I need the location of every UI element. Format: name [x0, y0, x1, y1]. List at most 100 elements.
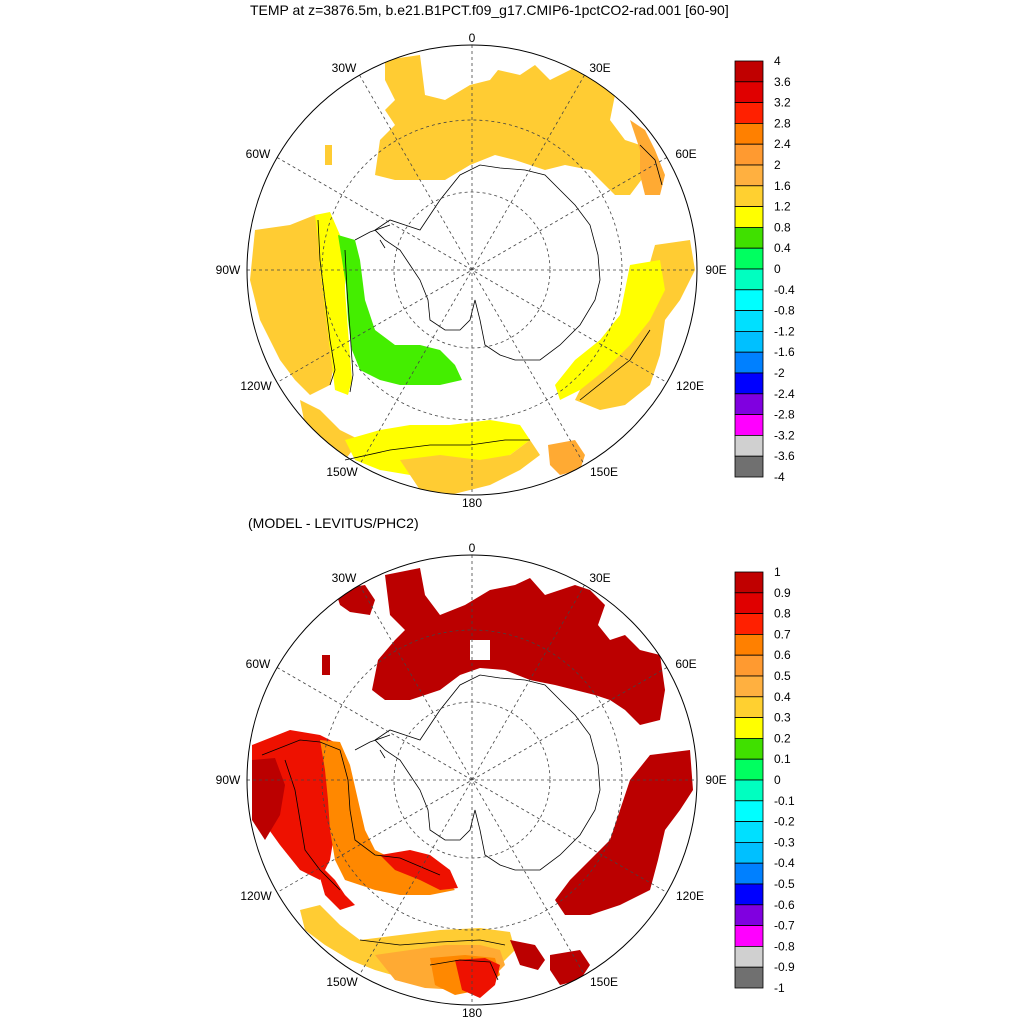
p2-colorbar-label: -0.7	[774, 919, 795, 933]
p1-contour	[344, 439, 530, 461]
p2-contour	[261, 739, 441, 876]
p1-colorbar-swatch	[734, 60, 764, 83]
p1-colorbar-label: 2.8	[774, 116, 791, 130]
p1-colorbar-label: 2	[774, 158, 781, 172]
p1-colorbar-label: -3.6	[774, 449, 795, 463]
p2-contour	[359, 939, 506, 946]
p1-antarctica-coast	[374, 164, 601, 361]
p1-colorbar-swatch	[734, 81, 764, 104]
p2-colorbar-label: -0.4	[774, 856, 795, 870]
p2-antarctica-coast	[374, 674, 601, 871]
p2-colorbar-label: 0.8	[774, 607, 791, 621]
p2-colorbar-label: 0.7	[774, 627, 791, 641]
p2-colorbar-label: -0.8	[774, 939, 795, 953]
p2-region-south-east	[510, 940, 545, 970]
p1-region-west-green	[338, 235, 462, 385]
p1-colorbar-swatch	[734, 247, 764, 270]
p2-colorbar-swatch	[734, 654, 764, 677]
p2-colorbar-swatch	[734, 800, 764, 822]
p1-map-boundary	[246, 44, 698, 496]
p1-region-atlantic-east	[630, 120, 665, 195]
p2-colorbar-label: 0.2	[774, 731, 791, 745]
p2-lon-label: 90W	[216, 773, 241, 787]
p2-colorbar-swatch	[734, 758, 764, 781]
p2-region-west-dark	[252, 758, 285, 840]
p2-colorbar-label: -0.1	[774, 794, 795, 808]
p2-colorbar-swatch	[734, 862, 764, 885]
p1-colorbar-swatch	[734, 143, 764, 166]
p2-colorbar-swatch	[734, 779, 764, 802]
p1-colorbar-swatch	[734, 226, 764, 249]
p2-colorbar-label: 0.5	[774, 669, 791, 683]
p2-lon-label: 0	[469, 541, 476, 555]
p2-colorbar-swatch	[734, 571, 764, 594]
p1-colorbar-swatch	[734, 372, 764, 395]
p1-region-east-yellow	[555, 260, 665, 400]
p2-region-west-orange	[320, 740, 455, 895]
p2-colorbar-swatch	[734, 842, 764, 864]
p2-colorbar-swatch	[734, 717, 764, 739]
p2-lon-labels: 0 30E 60E 90E 120E 150E 180 150W 120W 90…	[216, 541, 727, 1020]
p1-lon-labels: 0 30E 60E 90E 120E 150E 180 150W 120W 90…	[216, 31, 727, 510]
p1-colorbar-label: -0.4	[774, 283, 795, 297]
p1-colorbar-swatch	[734, 455, 764, 478]
p1-lon-label: 60E	[675, 147, 696, 161]
p1-colorbar-label: 1.2	[774, 200, 791, 214]
p1-lon-label: 90W	[216, 263, 241, 277]
p2-lon-label: 30W	[332, 571, 357, 585]
p2-region-south-red	[455, 958, 500, 998]
panel1-title: TEMP at z=3876.5m, b.e21.B1PCT.f09_g17.C…	[250, 2, 729, 18]
p2-colorbar-label: 0.4	[774, 690, 791, 704]
p1-lon-label: 60W	[246, 147, 271, 161]
p2-colorbar-swatch	[734, 883, 764, 906]
p1-colorbar-label: 3.6	[774, 75, 791, 89]
p1-colorbar-label: -2.8	[774, 408, 795, 422]
p2-colorbar: 1 0.9 0.8 0.7 0.6 0.5 0.4 0.3 0.2 0.1 0 -0.1 -0.2 -0.…	[734, 565, 795, 995]
p2-lon-label: 60W	[246, 657, 271, 671]
p2-colorbar-label: 0	[774, 773, 781, 787]
p2-region-east	[555, 750, 693, 915]
p1-lon-label: 30E	[589, 61, 610, 75]
p2-contour	[284, 759, 341, 891]
p1-colorbar-label: 1.6	[774, 179, 791, 193]
p1-colorbar-label: 0	[774, 262, 781, 276]
p1-colorbar-swatch	[734, 164, 764, 187]
p1-peninsula	[354, 224, 391, 249]
p1-lon-label: 0	[469, 31, 476, 45]
p2-region-atlantic	[372, 568, 665, 725]
p1-colorbar-swatch	[734, 289, 764, 311]
p2-region-small	[322, 655, 330, 675]
panel2-map: 0 30E 60E 90E 120E 150E 180 150W 120W 90…	[216, 541, 795, 1020]
p1-lon-label: 150E	[590, 465, 618, 479]
panel2-title: (MODEL - LEVITUS/PHC2)	[248, 515, 419, 531]
p1-colorbar-label: -3.2	[774, 428, 795, 442]
p2-gap	[470, 640, 490, 660]
p2-colorbar-label: -0.2	[774, 815, 795, 829]
p2-colorbar-swatch	[734, 821, 764, 843]
p1-colorbar-swatch	[734, 330, 764, 353]
p1-graticule	[247, 45, 697, 495]
p2-colorbar-label: 0.1	[774, 752, 791, 766]
p2-lon-label: 120E	[676, 889, 704, 903]
p2-colorbar-swatch	[734, 675, 764, 698]
p1-colorbar-label: 0.4	[774, 241, 791, 255]
p1-colorbar-swatch	[734, 206, 764, 228]
p1-colorbar-label: -1.2	[774, 324, 795, 338]
p2-colorbar-swatch	[734, 696, 764, 718]
p1-region-small-nw	[325, 145, 332, 165]
p1-lon-label: 180	[462, 496, 482, 510]
p2-lon-label: 60E	[675, 657, 696, 671]
p2-contour	[429, 959, 499, 981]
p1-colorbar-label: 3.2	[774, 96, 791, 110]
p2-colorbar-swatch	[734, 738, 764, 760]
p1-colorbar-swatch	[734, 268, 764, 291]
p1-colorbar-swatch	[734, 123, 764, 145]
p2-lon-label: 90E	[705, 773, 726, 787]
p2-colorbar-swatch	[734, 966, 764, 989]
p1-colorbar-swatch	[734, 185, 764, 208]
p2-colorbar-label: -1	[774, 981, 785, 995]
p2-colorbar-label: 0.3	[774, 711, 791, 725]
p1-colorbar-swatch	[734, 393, 764, 415]
p1-region-atlantic	[375, 55, 650, 195]
p1-colorbar-swatch	[734, 434, 764, 457]
